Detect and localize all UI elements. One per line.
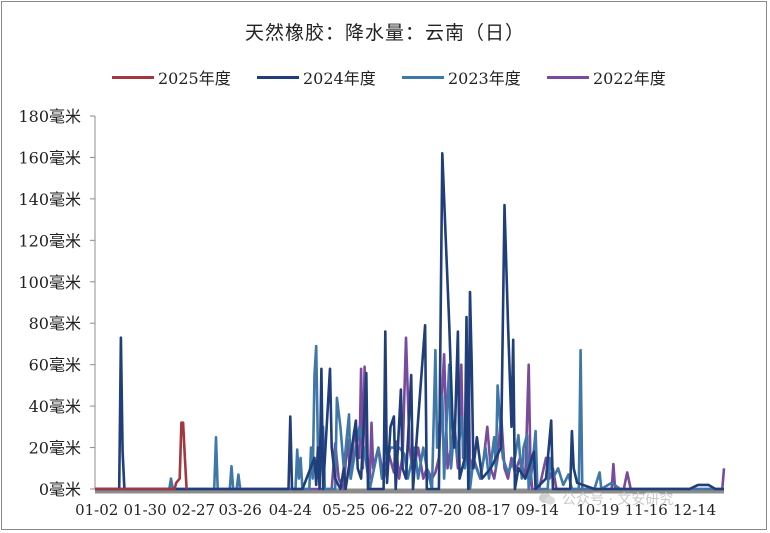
series-layer xyxy=(95,152,726,491)
legend-label-2025: 2025年度 xyxy=(158,69,231,88)
x-tick-label: 07-20 xyxy=(419,501,462,519)
legend: 2025年度 2024年度 2023年度 2022年度 xyxy=(0,66,770,88)
legend-swatch-2024 xyxy=(257,75,299,79)
x-tick-label: 03-26 xyxy=(219,501,262,519)
legend-swatch-2022 xyxy=(547,75,589,79)
x-tick-label: 06-22 xyxy=(371,501,414,519)
y-tick-label: 20毫米 xyxy=(29,439,81,458)
x-tick-label: 01-02 xyxy=(75,501,118,519)
legend-label-2022: 2022年度 xyxy=(593,69,666,88)
legend-label-2023: 2023年度 xyxy=(448,69,521,88)
y-tick-label: 100毫米 xyxy=(18,273,81,292)
x-tick-label: 04-24 xyxy=(269,501,312,519)
y-tick-label: 40毫米 xyxy=(29,397,81,416)
x-tick-label: 05-25 xyxy=(322,501,365,519)
legend-swatch-2023 xyxy=(402,75,444,79)
series-line-2025 xyxy=(95,421,188,491)
y-axis: 0毫米 20毫米 40毫米 60毫米 80毫米 100毫米 120毫米 140毫米 160毫米 1… xyxy=(18,107,96,499)
x-tick-label: 02-27 xyxy=(172,501,215,519)
y-tick-label: 180毫米 xyxy=(18,107,81,126)
x-tick-label: 08-17 xyxy=(467,501,510,519)
legend-label-2024: 2024年度 xyxy=(303,69,376,88)
x-tick-label: 12-14 xyxy=(673,501,716,519)
y-tick-label: 60毫米 xyxy=(29,356,81,375)
legend-item-2023[interactable]: 2023年度 xyxy=(402,66,521,88)
series-line-2024 xyxy=(95,152,724,491)
watermark: 公众号 · 文安研究 xyxy=(538,489,673,509)
x-tick-label: 11-16 xyxy=(625,501,668,519)
legend-item-2025[interactable]: 2025年度 xyxy=(112,66,231,88)
y-tick-label: 0毫米 xyxy=(39,480,81,499)
x-axis: 01-02 01-30 02-27 03-26 04-24 05-25 06-22 07-20… xyxy=(75,488,724,519)
x-tick-label: 09-14 xyxy=(516,501,559,519)
y-tick-label: 140毫米 xyxy=(18,190,81,209)
x-tick-label: 10-19 xyxy=(576,501,619,519)
y-tick-label: 80毫米 xyxy=(29,314,81,333)
y-tick-label: 160毫米 xyxy=(18,148,81,167)
legend-item-2024[interactable]: 2024年度 xyxy=(257,66,376,88)
x-tick-label: 01-30 xyxy=(123,501,166,519)
legend-swatch-2025 xyxy=(112,75,154,79)
legend-item-2022[interactable]: 2022年度 xyxy=(547,66,666,88)
chart-title: 天然橡胶：降水量：云南（日） xyxy=(244,22,525,44)
y-tick-label: 120毫米 xyxy=(18,231,81,250)
watermark-text: 公众号 · 文安研究 xyxy=(562,492,674,508)
wechat-icon xyxy=(539,493,555,505)
